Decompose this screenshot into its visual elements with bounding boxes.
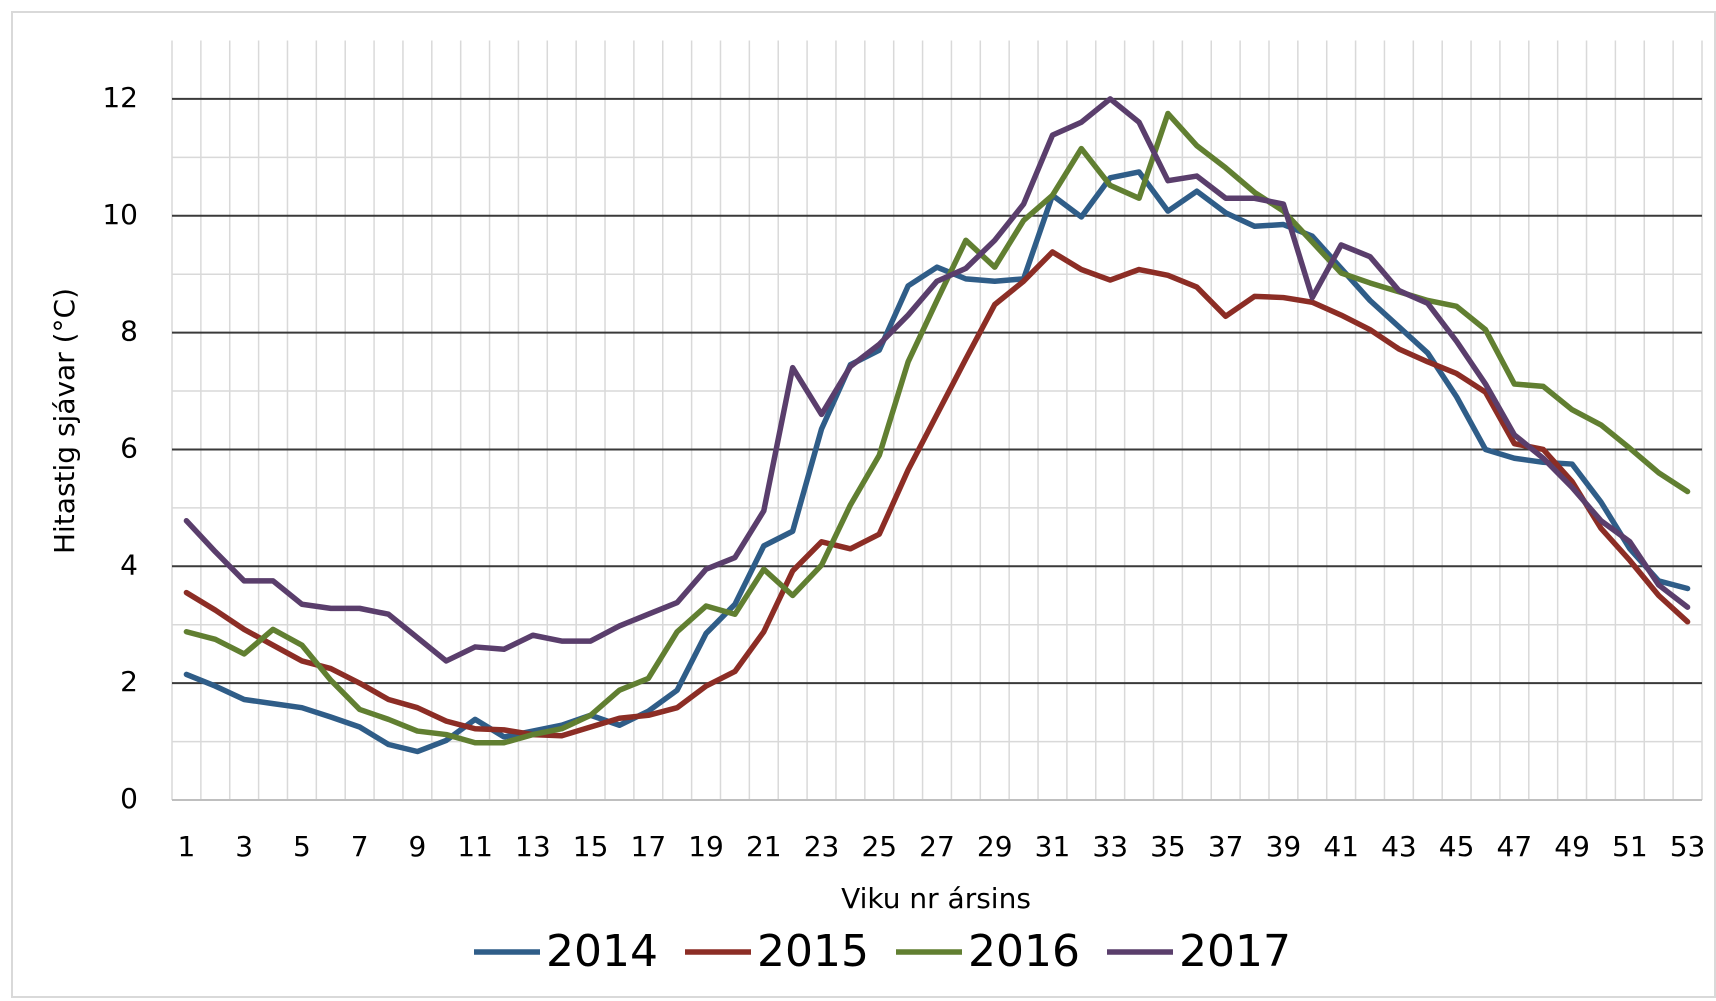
x-tick-label: 35 [1150, 830, 1186, 863]
x-axis-title: Viku nr ársins [841, 882, 1031, 915]
y-tick-label: 0 [120, 782, 138, 815]
x-tick-label: 37 [1208, 830, 1244, 863]
x-tick-label: 41 [1323, 830, 1359, 863]
x-tick-label: 3 [235, 830, 253, 863]
x-tick-label: 5 [293, 830, 311, 863]
x-tick-label: 39 [1266, 830, 1302, 863]
x-tick-label: 11 [457, 830, 493, 863]
x-tick-label: 29 [977, 830, 1013, 863]
x-tick-label: 31 [1035, 830, 1071, 863]
y-tick-label: 6 [120, 431, 138, 464]
x-tick-label: 47 [1497, 830, 1533, 863]
line-series [183, 110, 1691, 746]
chart-border [11, 11, 1716, 998]
y-tick-label: 2 [120, 665, 138, 698]
x-tick-label: 19 [688, 830, 724, 863]
x-tick-label: 17 [631, 830, 667, 863]
x-tick-label: 51 [1612, 830, 1648, 863]
x-tick-label: 25 [861, 830, 897, 863]
legend-label: 2017 [1179, 926, 1291, 977]
line-series [183, 249, 1691, 739]
y-axis-title: Hitastig sjávar (°C) [48, 288, 81, 554]
x-tick-label: 21 [746, 830, 782, 863]
x-tick-label: 9 [408, 830, 426, 863]
line-series [183, 96, 1691, 664]
y-tick-label: 10 [102, 198, 138, 231]
x-tick-label: 15 [573, 830, 609, 863]
x-tick-label: 27 [919, 830, 955, 863]
legend-label: 2014 [546, 926, 658, 977]
legend-label: 2016 [968, 926, 1080, 977]
y-tick-label: 4 [120, 548, 138, 581]
x-tick-label: 33 [1092, 830, 1128, 863]
y-tick-label: 12 [102, 81, 138, 114]
legend-label: 2015 [757, 926, 869, 977]
x-tick-label: 23 [804, 830, 840, 863]
x-tick-label: 45 [1439, 830, 1475, 863]
x-tick-label: 1 [178, 830, 196, 863]
y-tick-label: 8 [120, 315, 138, 348]
x-tick-label: 53 [1670, 830, 1706, 863]
x-tick-label: 13 [515, 830, 551, 863]
x-tick-label: 49 [1554, 830, 1590, 863]
x-tick-label: 43 [1381, 830, 1417, 863]
x-tick-label: 7 [351, 830, 369, 863]
